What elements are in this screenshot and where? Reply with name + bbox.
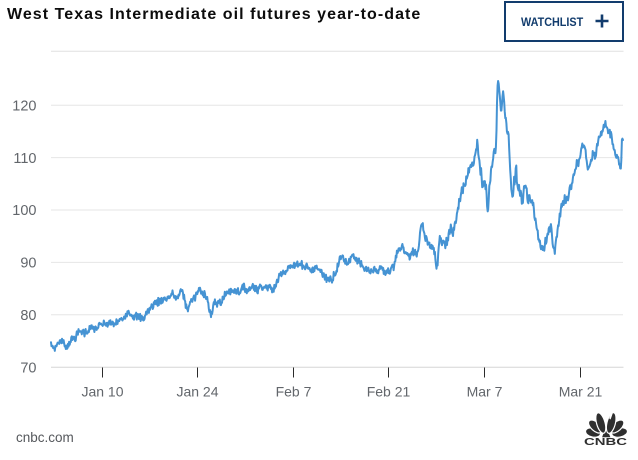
svg-text:110: 110 <box>13 151 36 167</box>
svg-text:Jan 10: Jan 10 <box>81 384 123 400</box>
svg-text:80: 80 <box>20 308 36 324</box>
svg-text:Feb 21: Feb 21 <box>367 384 411 400</box>
svg-text:120: 120 <box>12 98 36 114</box>
svg-text:70: 70 <box>20 360 36 376</box>
svg-text:Jan 24: Jan 24 <box>176 384 218 400</box>
svg-text:Mar 7: Mar 7 <box>467 384 503 400</box>
svg-text:100: 100 <box>12 203 36 219</box>
svg-text:90: 90 <box>20 256 36 272</box>
svg-text:Mar 21: Mar 21 <box>559 384 603 400</box>
svg-text:CNBC: CNBC <box>584 436 628 448</box>
svg-text:Feb 7: Feb 7 <box>276 384 312 400</box>
